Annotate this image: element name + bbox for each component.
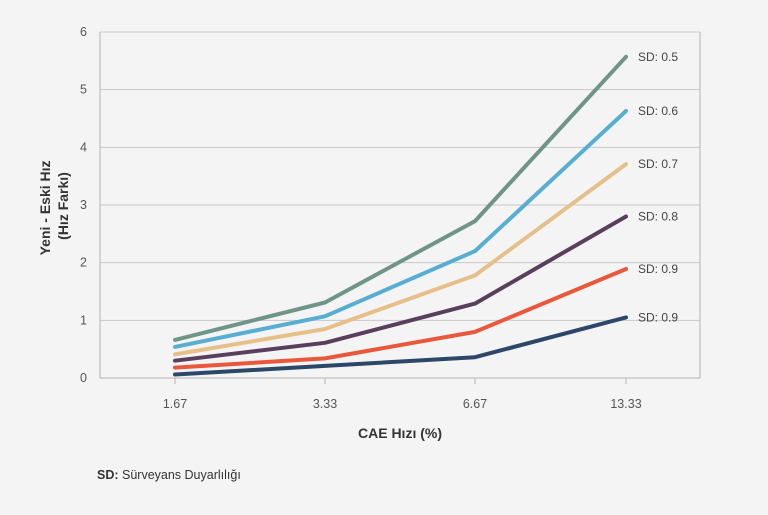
series-label-5: SD: 0.9 [638, 262, 678, 276]
y-axis-title: Yeni - Eski Hız (Hız Farkı) [37, 157, 71, 256]
y-axis-title-line-2: (Hız Farkı) [55, 172, 71, 240]
series-lines [173, 54, 628, 377]
x-tick-label: 13.33 [610, 397, 641, 411]
series-label-2: SD: 0.6 [638, 104, 678, 118]
footnote-text: Sürveyans Duyarlılığı [118, 468, 241, 482]
series-label-4: SD: 0.8 [638, 210, 678, 224]
series-label-1: SD: 0.5 [638, 50, 678, 64]
x-tick-label: 6.67 [463, 397, 487, 411]
footnote-abbreviation: SD: [97, 468, 119, 482]
series-line-1 [173, 54, 628, 342]
y-tick-label: 0 [80, 371, 87, 385]
y-tick-label: 6 [80, 25, 87, 39]
y-tick-label: 5 [80, 83, 87, 97]
y-tick-label: 1 [80, 313, 87, 327]
y-tick-label: 3 [80, 198, 87, 212]
y-tick-label: 2 [80, 256, 87, 270]
series-label-6: SD: 0.9 [638, 310, 678, 324]
x-axis-title: CAE Hızı (%) [358, 425, 442, 441]
gridlines [100, 31, 700, 321]
y-axis-title-line-1: Yeni - Eski Hız [37, 160, 53, 255]
footnote: SD: Sürveyans Duyarlılığı [97, 468, 241, 482]
series-line-2 [173, 109, 628, 349]
series-line-4 [173, 214, 628, 363]
x-tick-label: 3.33 [313, 397, 337, 411]
y-tick-label: 4 [80, 140, 87, 154]
x-tick-label: 1.67 [163, 397, 187, 411]
axes: 0 1 2 3 4 5 6 1.67 3.33 6.67 13.33 [80, 25, 701, 411]
series-line-3 [173, 162, 628, 357]
series-line-6 [173, 315, 628, 377]
series-labels: SD: 0.5 SD: 0.6 SD: 0.7 SD: 0.8 SD: 0.9 SD: 0… [638, 50, 678, 325]
series-line-5 [173, 267, 628, 370]
series-label-3: SD: 0.7 [638, 157, 678, 171]
